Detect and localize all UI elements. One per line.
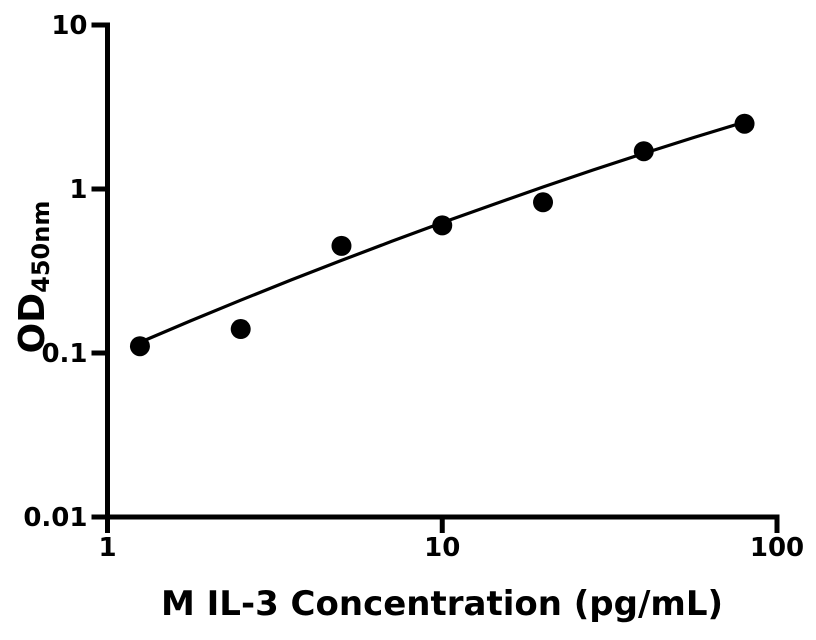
data-point	[230, 319, 251, 340]
data-point	[734, 113, 755, 134]
y-axis-tick-label: 0.01	[23, 503, 87, 533]
axes-layer: 10 1 0.1 0.01 1 10 100	[23, 11, 804, 563]
data-point	[129, 336, 150, 357]
x-axis-tick-label: 10	[424, 533, 460, 563]
y-axis-title-base: OD	[12, 293, 53, 354]
y-axis-tick-label: 10	[51, 11, 87, 41]
x-axis-tick-label: 100	[750, 533, 804, 563]
y-axis-tick-label: 0.1	[41, 339, 87, 369]
y-axis-tick-label: 1	[69, 175, 87, 205]
x-axis-tick-label: 1	[98, 533, 116, 563]
data-point	[331, 235, 352, 256]
y-axis-title-subscript: 450nm	[27, 201, 55, 293]
data-point	[432, 215, 453, 236]
y-axis-title: OD450nm	[12, 201, 55, 354]
data-point	[633, 141, 654, 162]
labels-layer: M IL-3 Concentration (pg/mL) OD450nm	[12, 201, 723, 624]
x-axis-title: M IL-3 Concentration (pg/mL)	[161, 584, 723, 624]
data-point	[533, 192, 554, 213]
plot-layer	[129, 113, 755, 357]
